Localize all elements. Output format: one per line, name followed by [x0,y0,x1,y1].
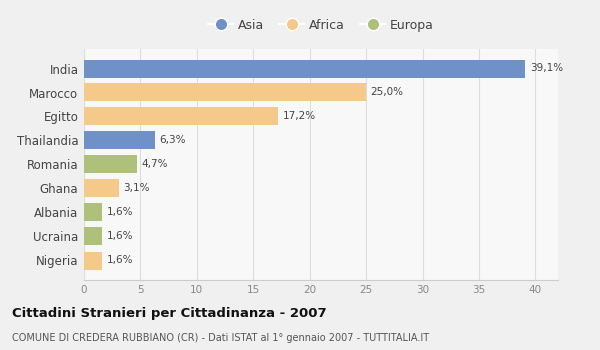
Text: Cittadini Stranieri per Cittadinanza - 2007: Cittadini Stranieri per Cittadinanza - 2… [12,307,326,320]
Legend: Asia, Africa, Europa: Asia, Africa, Europa [203,14,439,37]
Text: 1,6%: 1,6% [107,208,133,217]
Bar [84,84,366,101]
Bar [84,252,102,270]
Text: COMUNE DI CREDERA RUBBIANO (CR) - Dati ISTAT al 1° gennaio 2007 - TUTTITALIA.IT: COMUNE DI CREDERA RUBBIANO (CR) - Dati I… [12,333,429,343]
Text: 1,6%: 1,6% [107,231,133,242]
Text: 39,1%: 39,1% [530,63,563,74]
Text: 25,0%: 25,0% [371,88,404,98]
Text: 17,2%: 17,2% [283,112,316,121]
Bar [84,180,119,197]
Bar [84,228,102,245]
Text: 1,6%: 1,6% [107,256,133,266]
Bar [84,203,102,222]
Text: 4,7%: 4,7% [142,160,168,169]
Bar [84,155,137,174]
Bar [84,107,278,126]
Bar [84,132,155,149]
Text: 3,1%: 3,1% [124,183,150,194]
Text: 6,3%: 6,3% [160,135,186,146]
Bar [84,60,525,77]
